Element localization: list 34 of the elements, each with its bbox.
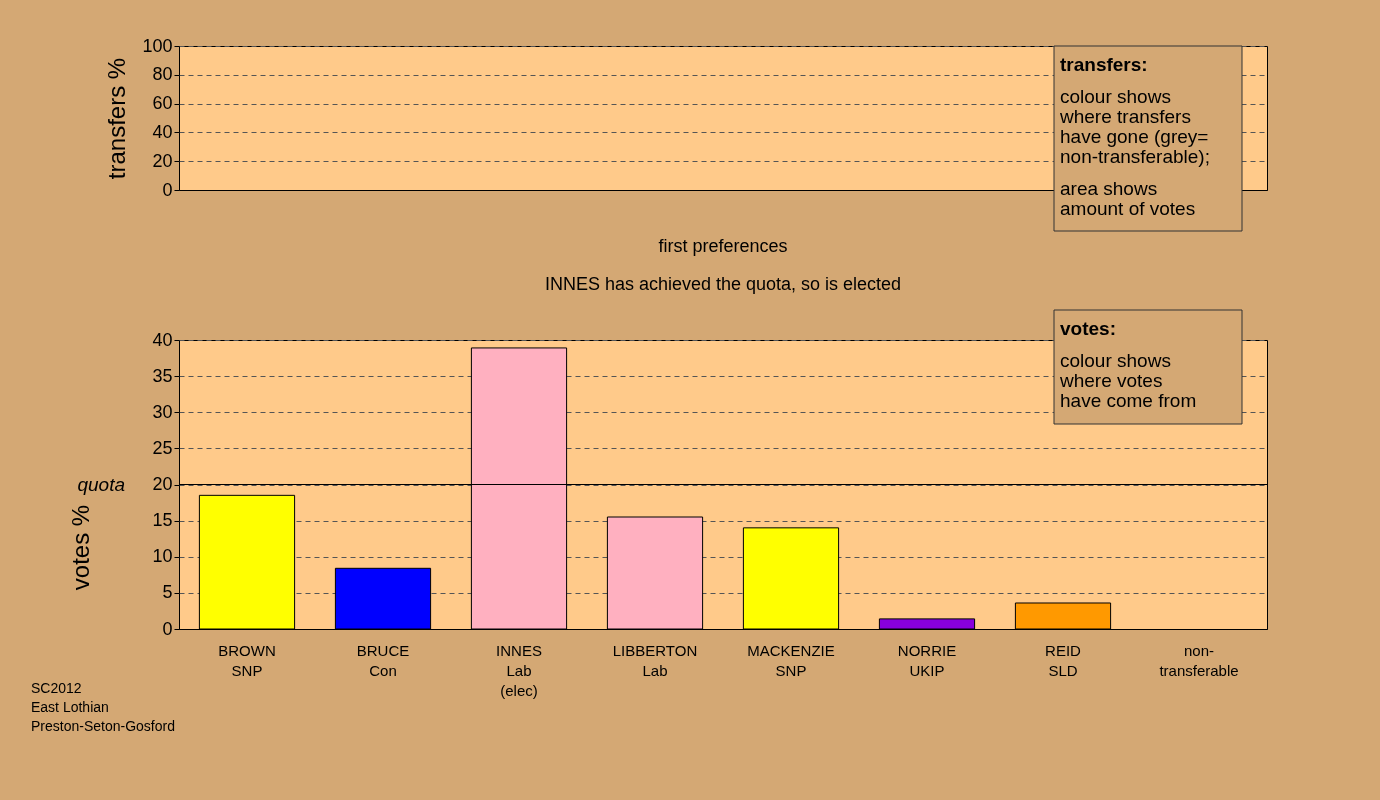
x-tick-label: NORRIE UKIP [897, 641, 957, 679]
x-tick-label: BROWN SNP [218, 641, 276, 679]
annotation: colour shows where transfers have gone (grey= non-transferable); [1059, 86, 1210, 167]
y-tick-label: 40 [152, 121, 173, 142]
annotation: area shows amount of votes [1060, 178, 1196, 219]
x-tick-label: INNES Lab (elec) [496, 641, 542, 699]
y-tick-label: 100 [142, 35, 173, 56]
y-tick-label: 60 [152, 93, 173, 114]
text: votes: [1060, 318, 1116, 339]
annotation: transfers: [1060, 54, 1148, 75]
y-tick-label: 10 [152, 546, 173, 567]
y-tick-label: 20 [152, 474, 173, 494]
x-tick-label: REID SLD [1045, 641, 1082, 679]
y-tick-label: 35 [152, 365, 173, 386]
x-tick-label: LIBBERTON Lab [612, 641, 698, 679]
x-tick-label: non- transferable [1159, 641, 1239, 679]
annotation: colour shows where votes have come from [1059, 350, 1197, 411]
y-tick-label: 40 [152, 329, 173, 350]
y-tick-label: 0 [162, 618, 173, 639]
y-tick-label: 5 [162, 582, 173, 603]
x-tick-label: MACKENZIE SNP [747, 641, 835, 679]
y-axis-title: votes % [66, 504, 94, 591]
y-tick-label: 20 [152, 150, 173, 171]
y-tick-label: 25 [152, 437, 173, 458]
x-tick-label: BRUCE Con [356, 641, 410, 679]
ref-line-label: quota [77, 473, 125, 495]
text: SC2012 East Lothian Preston-Seton-Gosford [31, 680, 175, 734]
y-tick-label: 80 [152, 64, 173, 85]
chart-subtitle: INNES has achieved the quota, so is elected [544, 273, 902, 294]
chart-title: first preferences [658, 235, 788, 256]
y-tick-label: 30 [152, 401, 173, 422]
y-axis-title: transfers % [103, 57, 131, 180]
y-tick-label: 0 [162, 179, 173, 200]
y-tick-label: 15 [152, 510, 173, 531]
